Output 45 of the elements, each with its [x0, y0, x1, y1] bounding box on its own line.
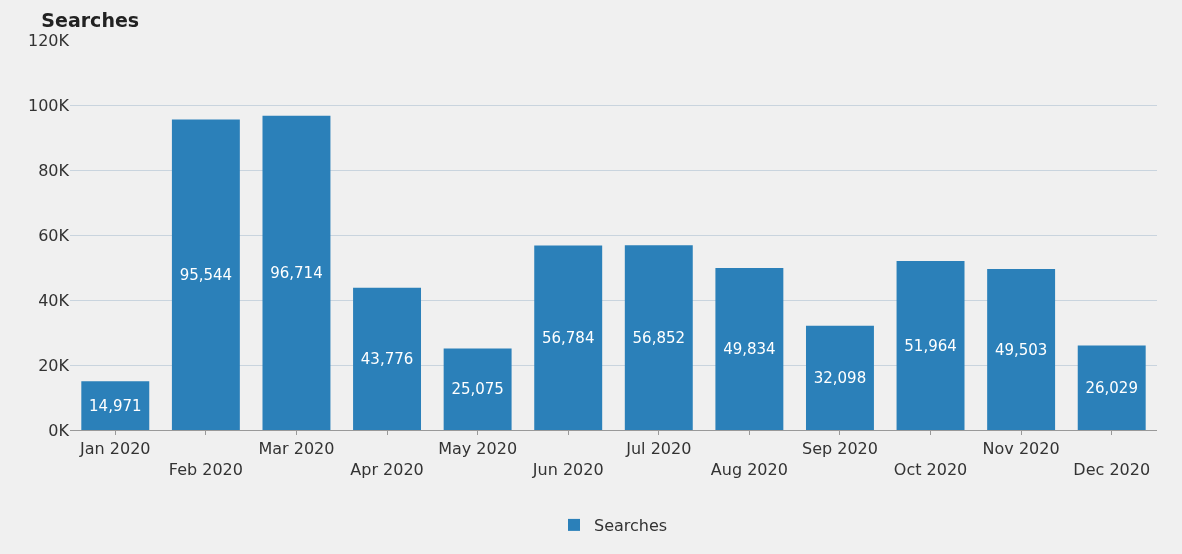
data-label: 96,714: [270, 263, 323, 282]
x-tick-label: Jun 2020: [531, 460, 604, 479]
x-tick-label: Aug 2020: [710, 460, 788, 479]
data-label: 26,029: [1085, 378, 1138, 397]
y-tick-label: 0K: [48, 420, 70, 440]
bar: [81, 381, 150, 430]
x-tick-label: Sep 2020: [801, 439, 878, 459]
data-label: 56,784: [541, 328, 595, 347]
x-tick-label: May 2020: [438, 439, 518, 459]
y-tick-label: 40K: [38, 290, 70, 310]
chart-title: Searches: [41, 9, 140, 32]
bar: [896, 261, 965, 430]
bar: [987, 269, 1056, 430]
bar: [171, 119, 240, 430]
y-tick-label: 120K: [27, 30, 70, 50]
y-tick-label: 20K: [38, 355, 70, 375]
x-tick-label: Nov 2020: [982, 439, 1060, 459]
data-label: 51,964: [904, 336, 957, 355]
data-label: 25,075: [451, 380, 504, 399]
bar: [624, 245, 693, 430]
x-tick-label: Dec 2020: [1073, 460, 1151, 479]
y-tick-label: 80K: [38, 160, 70, 180]
bar: [262, 115, 331, 430]
bar: [353, 287, 422, 430]
x-tick-label: Jan 2020: [79, 439, 151, 459]
data-label: 56,852: [632, 328, 686, 347]
data-label: 95,544: [179, 265, 233, 284]
bar: [534, 245, 603, 430]
x-tick-label: Jul 2020: [625, 439, 692, 459]
x-tick-label: Mar 2020: [258, 439, 335, 459]
x-tick-label: Oct 2020: [893, 460, 968, 479]
bar: [805, 325, 874, 430]
legend-label: Searches: [594, 516, 668, 536]
y-tick-label: 60K: [38, 225, 70, 245]
data-label: 32,098: [813, 368, 867, 387]
bar: [443, 348, 512, 430]
bar: [715, 268, 784, 430]
x-tick-label: Apr 2020: [350, 460, 424, 479]
data-label: 49,503: [994, 340, 1048, 359]
data-label: 43,776: [360, 349, 414, 368]
y-tick-label: 100K: [27, 95, 70, 115]
bar: [1077, 345, 1146, 430]
data-label: 14,971: [89, 396, 142, 415]
data-label: 49,834: [723, 340, 776, 359]
x-tick-label: Feb 2020: [168, 460, 243, 479]
